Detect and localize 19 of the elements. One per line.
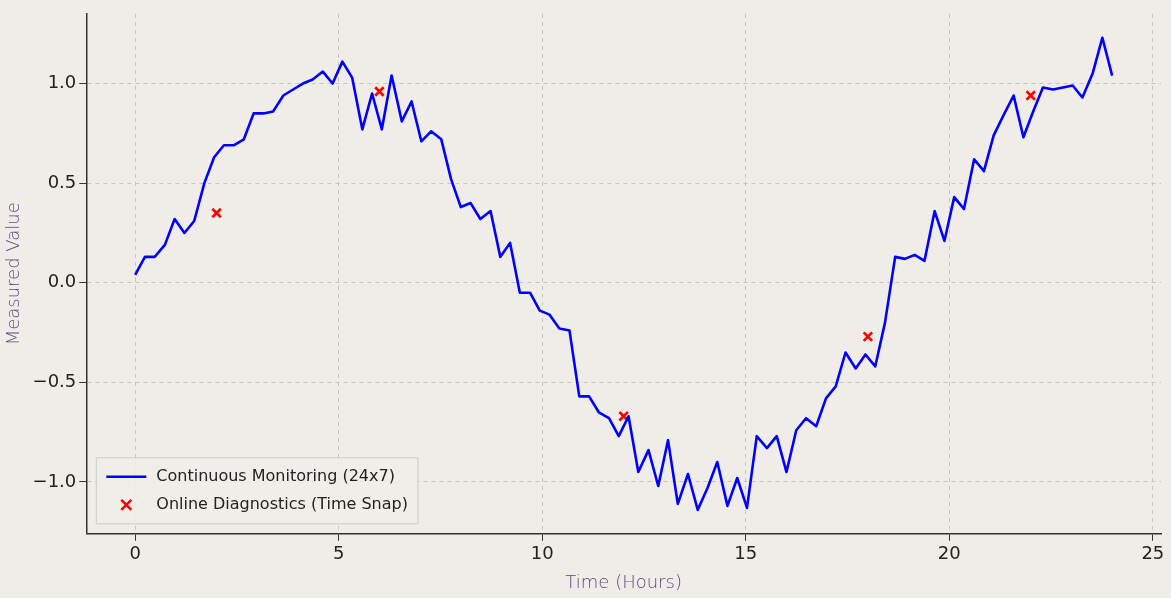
- y-tick-label: 1.0: [47, 71, 77, 93]
- x-axis-title: Time (Hours): [565, 570, 682, 592]
- point: [1025, 89, 1037, 102]
- x-tick-label: 20: [937, 542, 961, 564]
- y-tick-label: −1.0: [32, 469, 77, 491]
- y-axis-title: Measured Value: [2, 202, 24, 346]
- x-tick-label: 0: [129, 542, 141, 564]
- point: [211, 207, 223, 219]
- x-tick-label: 10: [530, 542, 554, 564]
- legend-label: Continuous Monitoring (24x7): [156, 465, 395, 485]
- x-tick-label: 15: [734, 542, 758, 564]
- x-tick-label: 5: [332, 542, 345, 564]
- point: [862, 331, 874, 343]
- legend-label: Online Diagnostics (Time Snap): [156, 493, 408, 513]
- y-tick-label: 0.0: [47, 270, 77, 292]
- y-tick-label: −0.5: [32, 370, 77, 392]
- x-tick-label: 25: [1141, 542, 1165, 564]
- point: [373, 85, 385, 98]
- y-tick-label: 0.5: [47, 170, 77, 192]
